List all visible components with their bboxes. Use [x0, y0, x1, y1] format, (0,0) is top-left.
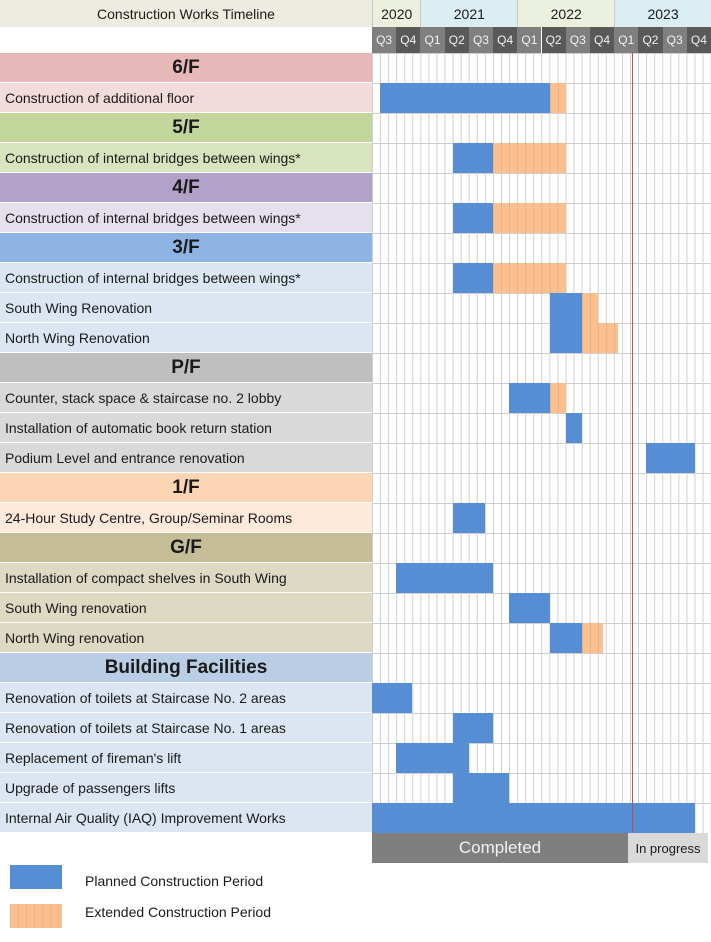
planned-period-bar — [509, 383, 550, 413]
header-spacer — [0, 27, 372, 53]
planned-period-bar — [452, 263, 494, 293]
quarter-label: Q3 — [662, 27, 687, 53]
planned-period-bar — [549, 323, 582, 353]
quarter-label: Q2 — [541, 27, 566, 53]
planned-period-bar — [372, 683, 413, 713]
quarter-label: Q4 — [396, 27, 421, 53]
planned-period-bar — [372, 803, 695, 833]
section-header: 4/F — [0, 173, 372, 203]
extended-period-bar — [581, 293, 598, 323]
task-label: Counter, stack space & staircase no. 2 l… — [0, 383, 372, 413]
quarter-label: Q4 — [589, 27, 615, 53]
quarter-label: Q4 — [493, 27, 518, 53]
section-header: 6/F — [0, 53, 372, 83]
extended-period-bar — [493, 263, 566, 293]
planned-period-bar — [509, 593, 550, 623]
task-label: North Wing Renovation — [0, 323, 372, 353]
year-2023: 2023 — [614, 0, 711, 27]
task-label: Construction of internal bridges between… — [0, 143, 372, 173]
quarter-label: Q4 — [686, 27, 711, 53]
planned-period-bar — [549, 623, 582, 653]
year-2021: 2021 — [420, 0, 518, 27]
quarter-label: Q3 — [565, 27, 590, 53]
task-label: Replacement of fireman's lift — [0, 743, 372, 773]
task-label: Construction of internal bridges between… — [0, 203, 372, 233]
extended-period-bar — [493, 203, 566, 233]
task-label: Construction of additional floor — [0, 83, 372, 113]
status-in-progress: In progress — [628, 833, 708, 863]
year-2022: 2022 — [517, 0, 615, 27]
section-header: 5/F — [0, 113, 372, 143]
legend-planned-label: Planned Construction Period — [85, 873, 264, 889]
quarter-label: Q3 — [468, 27, 494, 53]
quarter-label: Q1 — [614, 27, 639, 53]
task-label: North Wing renovation — [0, 623, 372, 653]
task-label: South Wing renovation — [0, 593, 372, 623]
quarter-label: Q1 — [517, 27, 542, 53]
section-header: G/F — [0, 533, 372, 563]
extended-period-bar — [581, 323, 619, 353]
extended-period-bar — [549, 383, 566, 413]
extended-period-bar — [581, 623, 603, 653]
task-label: Upgrade of passengers lifts — [0, 773, 372, 803]
task-label: Construction of internal bridges between… — [0, 263, 372, 293]
task-label: South Wing Renovation — [0, 293, 372, 323]
planned-period-bar — [565, 413, 582, 443]
section-header: P/F — [0, 353, 372, 383]
task-label: Installation of compact shelves in South… — [0, 563, 372, 593]
planned-period-bar — [396, 563, 494, 593]
legend-extended-swatch — [10, 904, 62, 928]
chart-title: Construction Works Timeline — [0, 0, 372, 27]
task-label: Renovation of toilets at Staircase No. 1… — [0, 713, 372, 743]
extended-period-bar — [549, 83, 566, 113]
section-header: 3/F — [0, 233, 372, 263]
status-completed: Completed — [372, 833, 628, 863]
extended-period-bar — [493, 143, 566, 173]
planned-period-bar — [452, 203, 494, 233]
planned-period-bar — [380, 83, 550, 113]
year-2020: 2020 — [372, 0, 421, 27]
planned-period-bar — [646, 443, 695, 473]
legend-extended-label: Extended Construction Period — [85, 904, 271, 920]
quarter-label: Q2 — [638, 27, 663, 53]
legend-planned-swatch — [10, 865, 62, 889]
task-label: Renovation of toilets at Staircase No. 2… — [0, 683, 372, 713]
planned-period-bar — [549, 293, 582, 323]
planned-period-bar — [452, 143, 494, 173]
quarter-label: Q1 — [420, 27, 445, 53]
task-label: Installation of automatic book return st… — [0, 413, 372, 443]
section-header: 1/F — [0, 473, 372, 503]
section-header: Building Facilities — [0, 653, 372, 683]
current-date-marker — [632, 53, 633, 833]
quarter-label: Q3 — [372, 27, 397, 53]
planned-period-bar — [452, 503, 485, 533]
quarter-label: Q2 — [444, 27, 469, 53]
task-label: Internal Air Quality (IAQ) Improvement W… — [0, 803, 372, 833]
planned-period-bar — [396, 743, 469, 773]
planned-period-bar — [452, 713, 494, 743]
task-label: Podium Level and entrance renovation — [0, 443, 372, 473]
task-label: 24-Hour Study Centre, Group/Seminar Room… — [0, 503, 372, 533]
planned-period-bar — [452, 773, 510, 803]
